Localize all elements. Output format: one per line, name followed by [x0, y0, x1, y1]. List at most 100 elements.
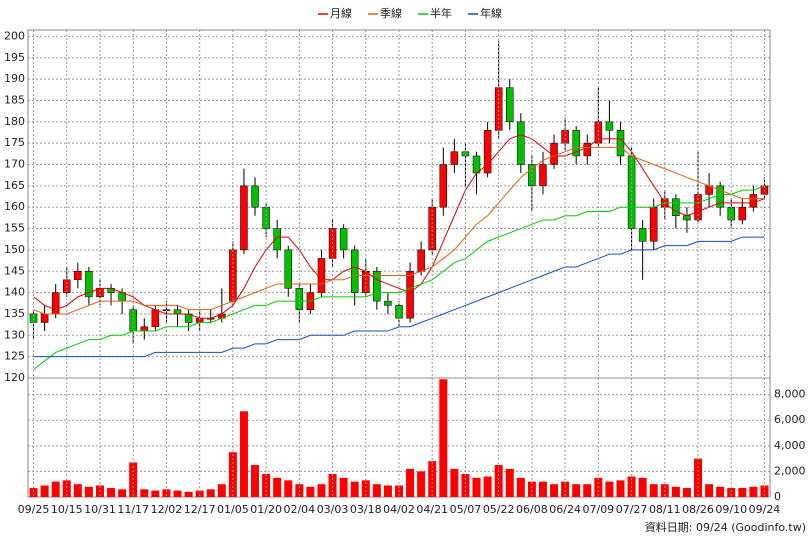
- volume-bar: [339, 477, 348, 497]
- volume-bar: [749, 486, 758, 497]
- legend-label: 半年: [430, 6, 452, 20]
- x-tick-label: 08/26: [682, 503, 714, 516]
- legend-label: 月線: [330, 6, 352, 20]
- volume-bar: [328, 473, 337, 497]
- volume-bar: [583, 484, 592, 497]
- volume-bar: [140, 489, 149, 497]
- x-tick-label: 07/27: [616, 503, 648, 516]
- volume-bar: [73, 484, 82, 497]
- y-tick-label: 140: [4, 286, 25, 299]
- volume-bar: [195, 490, 204, 497]
- y-tick-label: 145: [4, 264, 25, 277]
- x-tick-label: 10/31: [84, 503, 116, 516]
- x-tick-label: 01/05: [217, 503, 249, 516]
- x-tick-label: 12/17: [184, 503, 216, 516]
- volume-bar: [251, 465, 260, 497]
- volume-bar: [317, 484, 326, 497]
- candle-body: [483, 130, 492, 174]
- candle-body: [638, 228, 647, 242]
- candle-body: [738, 206, 747, 221]
- x-tick-label: 02/04: [283, 503, 315, 516]
- candle-body: [672, 198, 680, 216]
- x-tick-label: 01/20: [250, 503, 282, 516]
- volume-bar: [472, 477, 481, 497]
- y-tick-label: 4,000: [774, 439, 806, 452]
- y-tick-label: 0: [774, 490, 781, 503]
- volume-bar: [118, 489, 127, 497]
- volume-bar: [151, 490, 160, 497]
- candle-body: [505, 87, 514, 123]
- x-tick-label: 06/08: [516, 503, 548, 516]
- volume-panel: [27, 377, 771, 498]
- x-tick-label: 03/18: [350, 503, 382, 516]
- volume-bar: [527, 481, 536, 497]
- candle-body: [74, 271, 82, 281]
- volume-bar: [84, 486, 93, 497]
- ma-line: [33, 134, 765, 319]
- x-tick-label: 06/24: [549, 503, 581, 516]
- candle-body: [51, 292, 60, 315]
- y-tick-label: 135: [4, 307, 25, 320]
- x-tick-label: 10/15: [51, 503, 83, 516]
- y-tick-label: 6,000: [774, 413, 806, 426]
- volume-bar: [350, 481, 359, 497]
- candle-body: [539, 164, 547, 187]
- y-tick-label: 150: [4, 243, 25, 256]
- volume-bar: [417, 471, 426, 497]
- candle-body: [561, 130, 569, 144]
- candle-body: [251, 185, 259, 208]
- x-tick-label: 07/09: [582, 503, 614, 516]
- volume-bar: [671, 486, 680, 497]
- candle-body: [406, 271, 414, 319]
- volume-bar: [505, 468, 514, 497]
- y-tick-label: 120: [4, 371, 25, 384]
- y-tick-label: 195: [4, 51, 25, 64]
- volume-bar: [29, 488, 38, 497]
- y-tick-label: 170: [4, 158, 25, 171]
- y-tick-label: 130: [4, 328, 25, 341]
- volume-bar: [461, 473, 470, 497]
- candle-body: [439, 164, 448, 208]
- x-tick-label: 09/25: [18, 503, 50, 516]
- x-tick-label: 04/02: [383, 503, 415, 516]
- volume-bar: [694, 458, 703, 497]
- volume-bar: [705, 484, 714, 497]
- candle-body: [583, 142, 592, 157]
- volume-bar: [494, 465, 503, 497]
- volume-bar: [62, 480, 71, 497]
- candle-body: [85, 271, 93, 298]
- volume-bar: [605, 481, 614, 497]
- volume-bar: [173, 490, 182, 497]
- y-tick-label: 200: [4, 29, 25, 42]
- y-tick-label: 125: [4, 350, 25, 363]
- y-tick-label: 180: [4, 115, 25, 128]
- legend-label: 年線: [480, 6, 502, 20]
- volume-bar: [40, 485, 49, 497]
- footer: 資料日期: 09/24 (Goodinfo.tw): [645, 520, 806, 534]
- y-tick-label: 155: [4, 222, 25, 235]
- candle-body: [350, 249, 359, 293]
- candle-body: [240, 185, 248, 251]
- candle-body: [605, 121, 614, 131]
- volume-bar: [450, 468, 459, 497]
- volume-bar: [516, 477, 525, 497]
- y-tick-label: 190: [4, 72, 25, 85]
- volume-bar: [206, 489, 215, 497]
- y-tick-label: 2,000: [774, 464, 806, 477]
- candle-body: [572, 130, 580, 157]
- candle-body: [749, 194, 758, 208]
- volume-bar: [727, 488, 736, 497]
- x-tick-label: 11/17: [117, 503, 149, 516]
- y-tick-label: 175: [4, 136, 25, 149]
- x-tick-label: 09/10: [715, 503, 747, 516]
- candle-body: [373, 271, 381, 302]
- volume-bar: [538, 481, 547, 497]
- candle-body: [317, 258, 326, 293]
- volume-bar: [483, 476, 492, 497]
- volume-bar: [51, 481, 60, 497]
- volume-bar: [284, 480, 293, 497]
- volume-bar: [383, 485, 392, 497]
- candle-body: [472, 155, 481, 174]
- volume-bar: [716, 486, 725, 497]
